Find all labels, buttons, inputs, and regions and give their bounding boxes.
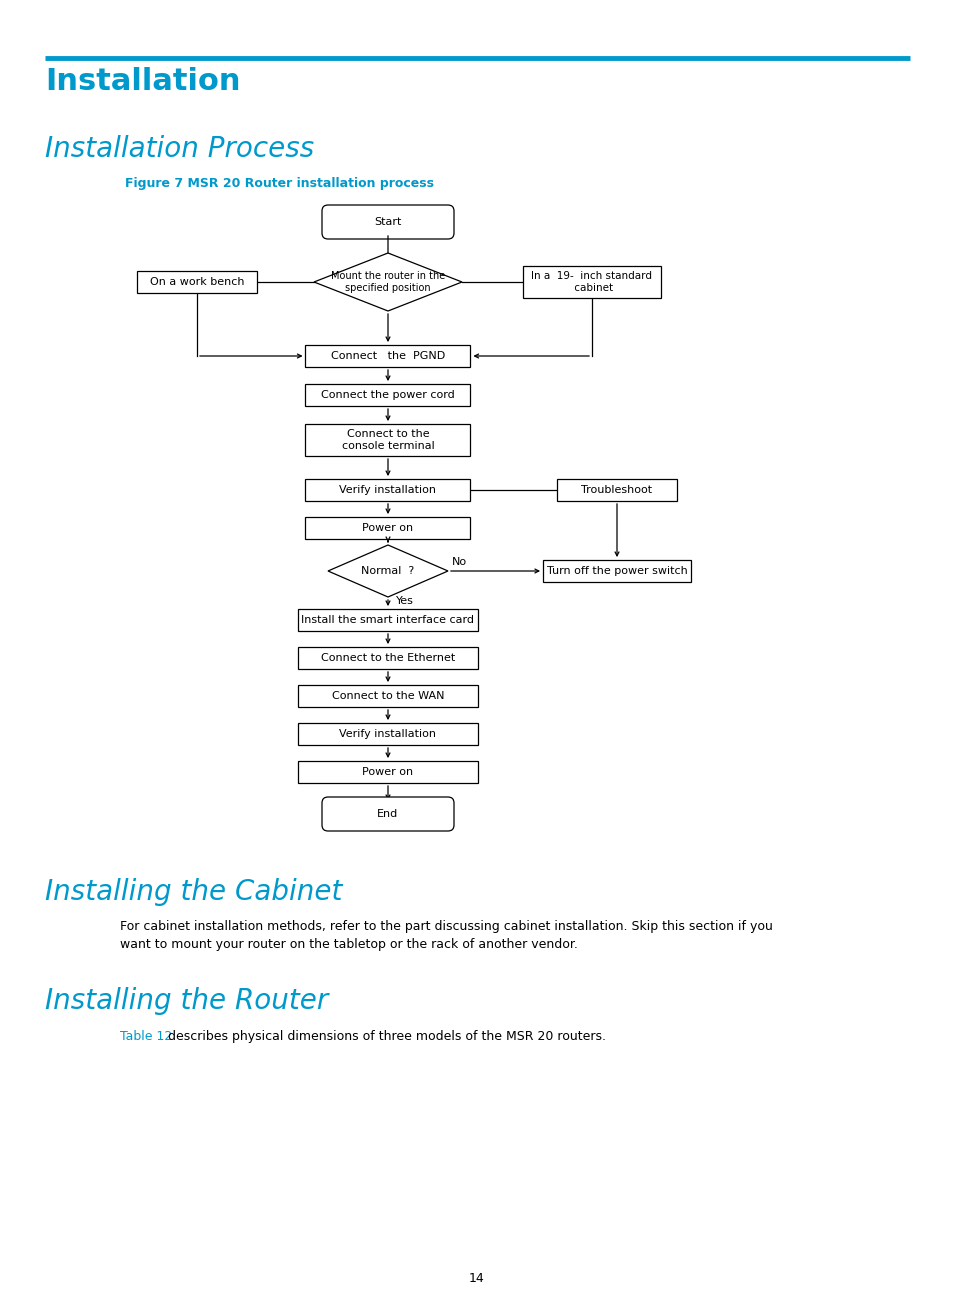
Text: Figure 7 MSR 20 Router installation process: Figure 7 MSR 20 Router installation proc… — [125, 178, 434, 191]
FancyBboxPatch shape — [322, 797, 454, 831]
FancyBboxPatch shape — [297, 647, 477, 669]
FancyBboxPatch shape — [557, 480, 677, 502]
Text: Connect to the Ethernet: Connect to the Ethernet — [320, 653, 455, 664]
Text: Yes: Yes — [395, 596, 414, 607]
Text: Table 12: Table 12 — [120, 1030, 172, 1043]
Text: On a work bench: On a work bench — [150, 277, 244, 286]
Text: Normal  ?: Normal ? — [361, 566, 415, 575]
Text: In a  19-  inch standard
 cabinet: In a 19- inch standard cabinet — [531, 271, 652, 293]
Text: Mount the router in the
specified position: Mount the router in the specified positi… — [331, 271, 445, 293]
Text: Connect   the  PGND: Connect the PGND — [331, 351, 445, 362]
Text: Connect the power cord: Connect the power cord — [321, 390, 455, 400]
Text: Installation Process: Installation Process — [45, 135, 314, 163]
Polygon shape — [328, 546, 448, 597]
FancyBboxPatch shape — [305, 517, 470, 539]
Text: Power on: Power on — [362, 767, 414, 778]
Text: want to mount your router on the tabletop or the rack of another vendor.: want to mount your router on the tableto… — [120, 938, 578, 951]
Text: Connect to the
console terminal: Connect to the console terminal — [341, 429, 434, 451]
Polygon shape — [314, 253, 461, 311]
FancyBboxPatch shape — [297, 686, 477, 708]
Text: Installing the Router: Installing the Router — [45, 988, 328, 1015]
Text: describes physical dimensions of three models of the MSR 20 routers.: describes physical dimensions of three m… — [164, 1030, 605, 1043]
FancyBboxPatch shape — [297, 761, 477, 783]
FancyBboxPatch shape — [305, 384, 470, 406]
Text: Connect to the WAN: Connect to the WAN — [332, 691, 444, 701]
FancyBboxPatch shape — [522, 266, 660, 298]
Text: Verify installation: Verify installation — [339, 728, 436, 739]
Text: Start: Start — [374, 216, 401, 227]
Text: Install the smart interface card: Install the smart interface card — [301, 616, 474, 625]
FancyBboxPatch shape — [542, 560, 690, 582]
Text: Installing the Cabinet: Installing the Cabinet — [45, 877, 342, 906]
Text: Installation: Installation — [45, 67, 240, 96]
Text: For cabinet installation methods, refer to the part discussing cabinet installat: For cabinet installation methods, refer … — [120, 920, 772, 933]
FancyBboxPatch shape — [305, 424, 470, 456]
Text: No: No — [452, 557, 467, 568]
Text: End: End — [377, 809, 398, 819]
Text: Power on: Power on — [362, 524, 414, 533]
Text: Troubleshoot: Troubleshoot — [580, 485, 652, 495]
Text: Turn off the power switch: Turn off the power switch — [546, 566, 687, 575]
Text: 14: 14 — [469, 1271, 484, 1286]
FancyBboxPatch shape — [137, 271, 256, 293]
FancyBboxPatch shape — [305, 345, 470, 367]
Text: Verify installation: Verify installation — [339, 485, 436, 495]
FancyBboxPatch shape — [305, 480, 470, 502]
FancyBboxPatch shape — [322, 205, 454, 238]
FancyBboxPatch shape — [297, 609, 477, 631]
FancyBboxPatch shape — [297, 723, 477, 745]
